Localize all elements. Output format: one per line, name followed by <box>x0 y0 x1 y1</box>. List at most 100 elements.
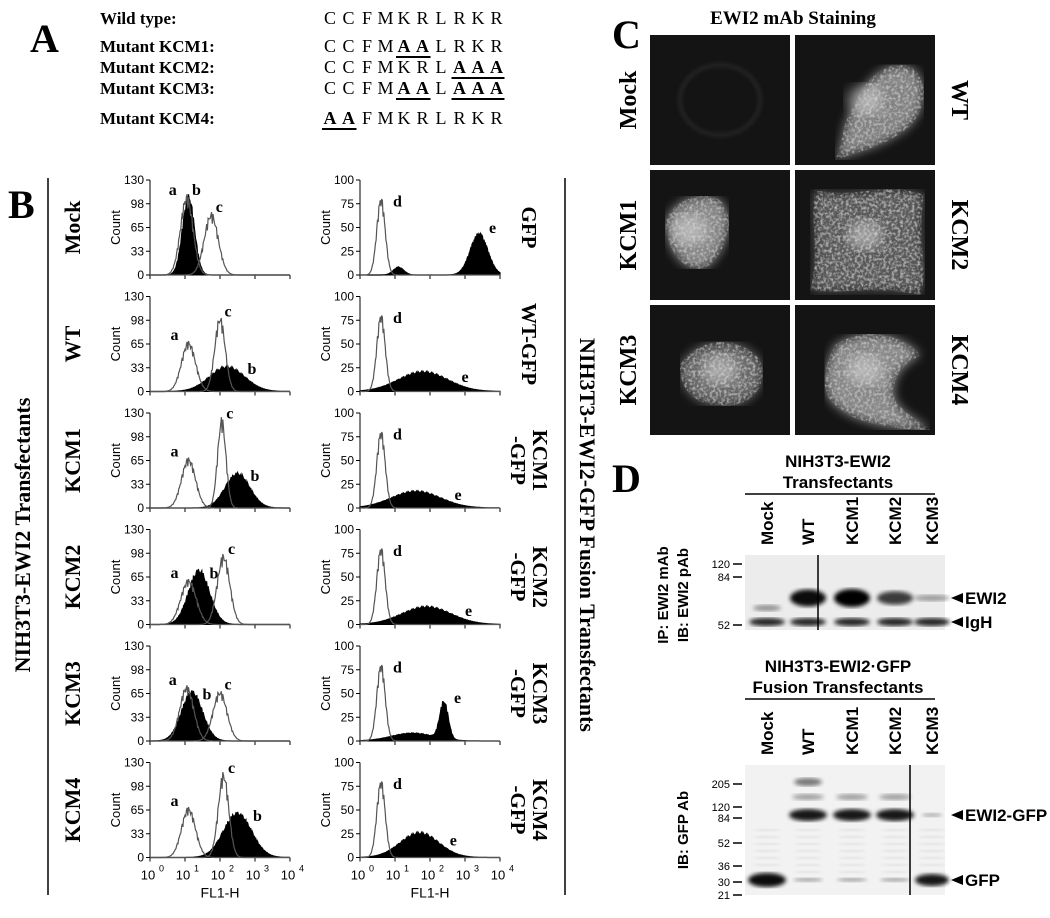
y-axis-label: Count <box>108 326 123 361</box>
y-tick-label: 130 <box>124 639 144 653</box>
band <box>914 618 950 626</box>
histogram-open <box>150 212 290 276</box>
band <box>918 843 946 845</box>
marker-label: 36 <box>718 861 730 873</box>
cell-label: KCM1 <box>616 200 642 271</box>
cell <box>678 63 762 137</box>
y-tick-label: 50 <box>341 337 355 351</box>
band-arrow <box>951 875 963 885</box>
row-label: Mock <box>60 200 85 255</box>
nucleus <box>672 215 708 245</box>
curve-label: a <box>171 793 179 810</box>
lane-label: WT <box>799 518 818 545</box>
band <box>834 618 870 626</box>
band-label: IgH <box>965 613 992 632</box>
y-axis-label: Count <box>318 792 333 827</box>
side-label: IP: EWI2 mAb <box>655 546 672 644</box>
cell-label: KCM2 <box>946 200 972 271</box>
lane-label: KCM1 <box>843 707 862 755</box>
marker-label: 52 <box>718 620 730 632</box>
y-axis-label: Count <box>318 443 333 478</box>
band <box>753 829 781 831</box>
band <box>794 871 822 873</box>
y-tick-label: 0 <box>347 268 354 282</box>
y-tick-label: 65 <box>131 337 145 351</box>
x-tick-base: 10 <box>386 868 400 883</box>
y-axis-label: Count <box>108 210 123 245</box>
row-label: -GFP <box>506 553 530 602</box>
y-axis-label: Count <box>108 443 123 478</box>
curve-label: a <box>171 444 179 461</box>
y-tick-label: 0 <box>347 851 354 865</box>
row-label: -GFP <box>506 786 530 835</box>
residue: L <box>436 108 447 128</box>
residue: K <box>472 108 485 128</box>
residue: L <box>436 36 447 56</box>
residue: M <box>377 36 393 56</box>
lane-label: Mock <box>758 501 777 545</box>
band <box>838 836 866 838</box>
curve-label: b <box>192 182 201 199</box>
y-tick-label: 130 <box>124 290 144 304</box>
band <box>836 794 868 800</box>
band-label: EWI2 <box>965 589 1007 608</box>
y-tick-label: 65 <box>131 803 145 817</box>
nucleus <box>847 355 883 385</box>
residue: R <box>453 108 465 128</box>
residue: K <box>472 36 485 56</box>
x-axis-label: FL1-H <box>201 885 240 901</box>
y-tick-label: 25 <box>341 710 355 724</box>
nucleus <box>847 220 883 250</box>
band-arrow <box>951 617 963 627</box>
row-label: WT-GFP <box>517 303 541 385</box>
band <box>753 605 781 611</box>
y-tick-label: 65 <box>131 221 145 235</box>
y-tick-label: 0 <box>137 385 144 399</box>
residue: A <box>453 78 466 98</box>
band <box>753 864 781 866</box>
curve-label: e <box>454 690 461 707</box>
residue: A <box>490 57 503 77</box>
residue: L <box>436 57 447 77</box>
histogram-open <box>360 315 500 393</box>
band <box>881 871 909 873</box>
marker-label: 120 <box>712 559 730 571</box>
residue: K <box>398 57 411 77</box>
side-title: NIH3T3-EWI2 Transfectants <box>10 397 35 672</box>
curve-label: e <box>455 487 462 504</box>
y-tick-label: 33 <box>131 827 145 841</box>
band <box>753 843 781 845</box>
residue: R <box>490 36 502 56</box>
y-tick-label: 0 <box>137 734 144 748</box>
histogram-filled <box>150 364 290 393</box>
curve-label: d <box>393 194 402 211</box>
curve-label: d <box>393 660 402 677</box>
band <box>753 850 781 852</box>
panel-label: D <box>612 456 641 501</box>
y-tick-label: 50 <box>341 803 355 817</box>
band <box>881 829 909 831</box>
cell-label: KCM3 <box>616 335 642 406</box>
residue: R <box>416 57 428 77</box>
band <box>876 809 914 821</box>
marker-label: 30 <box>718 877 730 889</box>
histogram-open <box>150 771 290 859</box>
cell <box>824 334 930 430</box>
curve-label: b <box>251 468 260 485</box>
band <box>838 829 866 831</box>
curve-label: c <box>224 677 231 694</box>
curve-label: d <box>393 427 402 444</box>
residue: F <box>362 36 372 56</box>
y-tick-label: 65 <box>131 454 145 468</box>
residue: R <box>416 8 428 28</box>
y-tick-label: 0 <box>347 501 354 515</box>
band-label: EWI2-GFP <box>965 806 1047 825</box>
band <box>790 589 826 607</box>
residue: M <box>377 57 393 77</box>
y-tick-label: 98 <box>131 197 145 211</box>
x-axis-label: FL1-H <box>411 885 450 901</box>
residue: C <box>324 57 336 77</box>
histogram-open <box>150 553 290 626</box>
histogram-open <box>360 431 500 509</box>
histogram-open <box>150 690 290 742</box>
